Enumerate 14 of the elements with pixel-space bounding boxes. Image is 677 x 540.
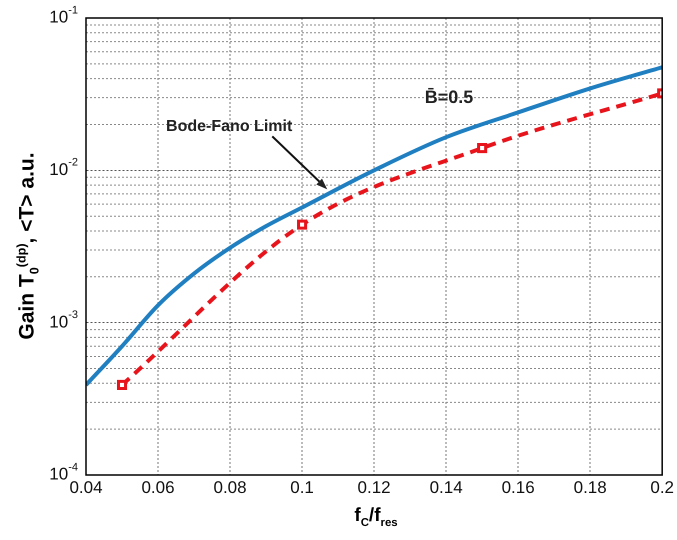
annotation: Bode-Fano Limit <box>166 118 293 135</box>
x-tick-label: 0.08 <box>214 478 247 497</box>
x-tick-label: 0.18 <box>574 478 607 497</box>
x-tick-label: 0.1 <box>290 478 314 497</box>
annotation: B̄=0.5 <box>424 86 474 107</box>
x-tick-label: 0.2 <box>650 478 674 497</box>
x-tick-label: 0.16 <box>502 478 535 497</box>
x-axis-title: f$_{C}$/f$_{res}$ <box>353 505 399 529</box>
x-tick-label: 0.12 <box>358 478 391 497</box>
point <box>477 143 488 154</box>
point <box>116 380 128 390</box>
x-tick-label: 0.14 <box>430 478 463 497</box>
point <box>297 220 308 230</box>
x-tick-label: 0.06 <box>141 478 175 497</box>
